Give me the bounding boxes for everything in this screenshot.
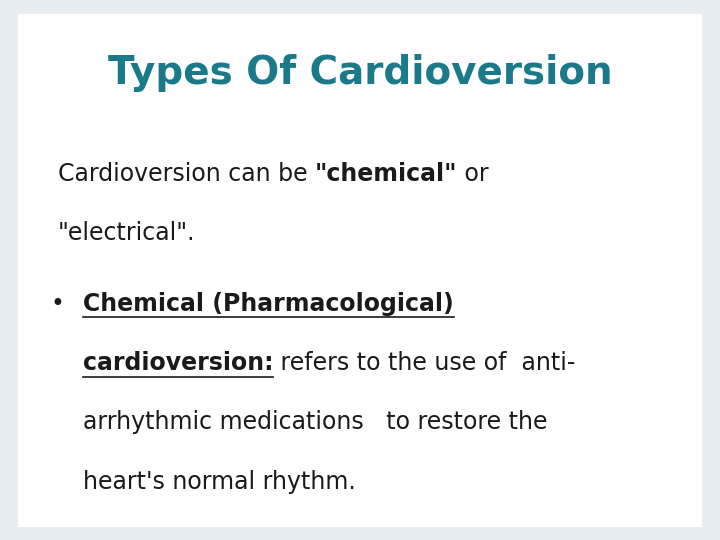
- Text: Types Of Cardioversion: Types Of Cardioversion: [108, 54, 612, 92]
- Text: or: or: [457, 162, 489, 186]
- Text: Chemical (Pharmacological): Chemical (Pharmacological): [83, 292, 454, 315]
- Text: "electrical".: "electrical".: [58, 221, 195, 245]
- Text: •: •: [50, 292, 64, 315]
- FancyBboxPatch shape: [18, 14, 702, 526]
- Text: "chemical": "chemical": [315, 162, 457, 186]
- Text: Cardioversion can be: Cardioversion can be: [58, 162, 315, 186]
- Text: refers to the use of  anti-: refers to the use of anti-: [274, 351, 576, 375]
- Text: arrhythmic medications   to restore the: arrhythmic medications to restore the: [83, 410, 547, 434]
- Text: heart's normal rhythm.: heart's normal rhythm.: [83, 470, 356, 494]
- Text: cardioversion:: cardioversion:: [83, 351, 274, 375]
